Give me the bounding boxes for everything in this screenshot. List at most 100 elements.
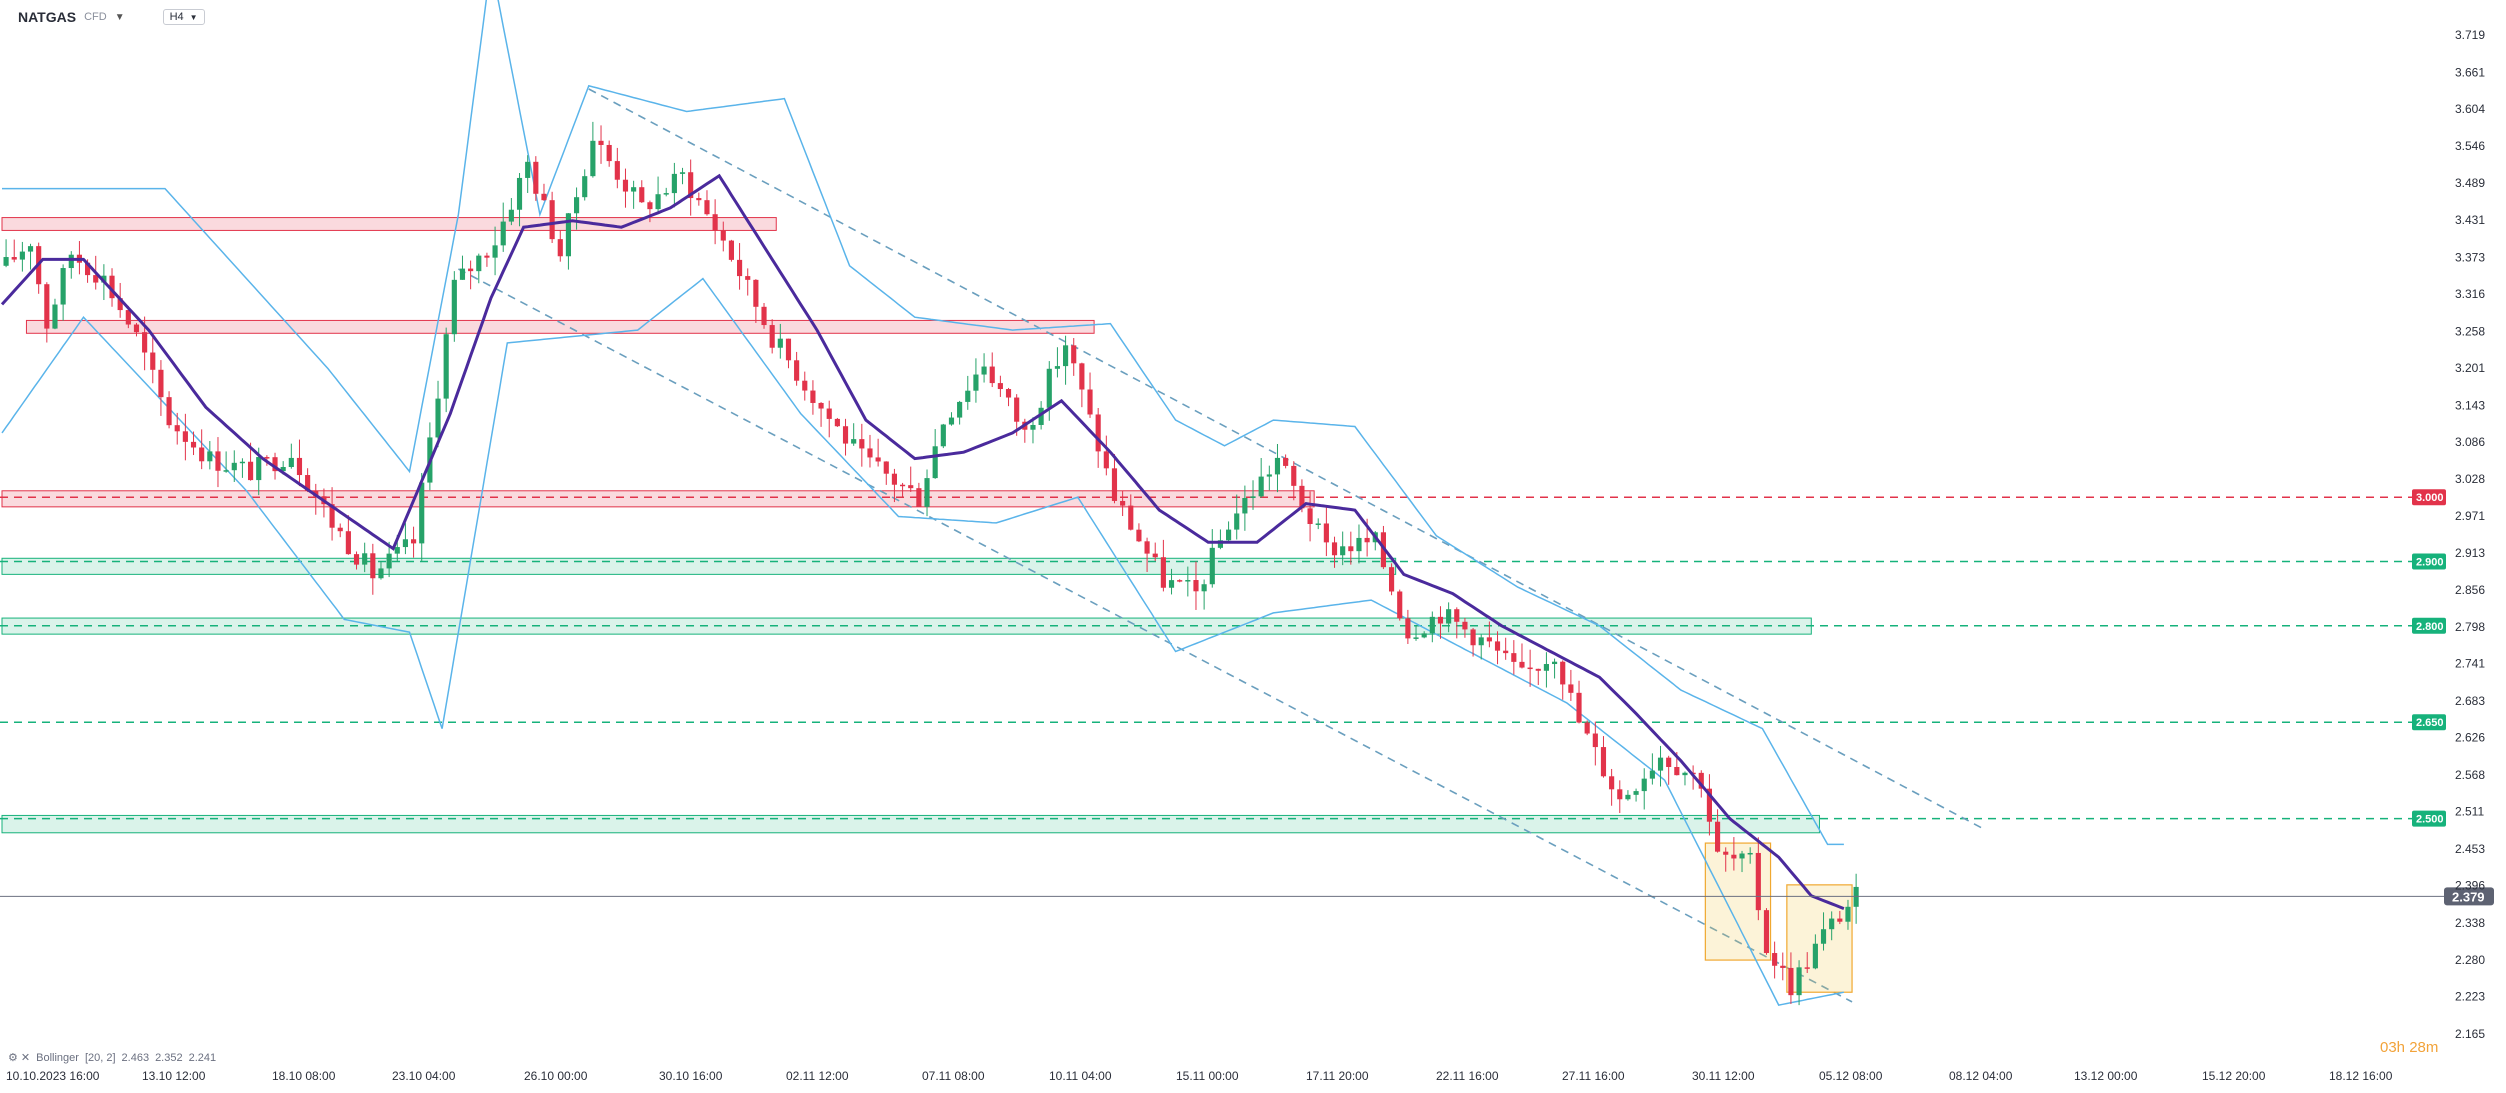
candle-down — [720, 230, 726, 241]
candle-up — [1552, 661, 1558, 665]
candle-up — [851, 439, 857, 444]
candle-down — [1535, 668, 1541, 671]
y-tick-label: 2.396 — [2455, 879, 2485, 893]
zone-support — [1, 557, 1397, 575]
candle-up — [1796, 967, 1802, 996]
x-tick-label: 13.10 12:00 — [142, 1069, 206, 1083]
indicator-lower: 2.241 — [188, 1051, 217, 1064]
current-price-layer: 2.379 — [0, 887, 2494, 906]
candle-down — [1103, 451, 1109, 469]
channel-line — [458, 268, 1853, 1003]
candle-up — [451, 279, 457, 335]
candle-up — [1429, 616, 1435, 634]
candle-down — [1503, 650, 1509, 654]
x-tick-label: 18.10 08:00 — [272, 1069, 336, 1083]
candle-up — [1168, 580, 1175, 588]
candle-down — [753, 279, 759, 307]
candle-down — [1095, 414, 1101, 452]
candle-up — [394, 547, 400, 554]
x-tick-label: 15.11 00:00 — [1176, 1069, 1239, 1083]
y-tick-label: 3.431 — [2455, 213, 2485, 227]
candle-down — [1519, 661, 1525, 668]
level-label: 2.650 — [2416, 717, 2444, 729]
candles-layer — [3, 121, 1859, 1006]
candle-down — [785, 338, 792, 361]
indicator-settings-icon[interactable]: ⚙ ✕ — [8, 1052, 31, 1064]
x-tick-label: 10.11 04:00 — [1049, 1069, 1112, 1083]
x-axis: 10.10.2023 16:00 13.10 12:00 18.10 08:00 23… — [6, 1069, 2393, 1083]
candle-down — [1291, 465, 1297, 486]
candle-down — [125, 310, 131, 325]
candle-down — [1731, 854, 1737, 859]
candle-down — [264, 457, 270, 459]
bollinger-upper — [2, 0, 1844, 846]
candle-down — [1804, 967, 1810, 969]
current-price-badge — [2444, 887, 2494, 906]
candle-down — [1706, 788, 1712, 822]
candle-down — [728, 240, 734, 260]
candle-down — [1698, 772, 1704, 789]
indicator-legend[interactable]: ⚙ ✕ Bollinger [20, 2] 2.463 2.352 2.241 — [8, 1051, 217, 1065]
levels-layer: 3.000 2.900 2.800 2.650 2.500 — [0, 489, 2446, 827]
candle-down — [1666, 757, 1672, 767]
level-label: 2.800 — [2416, 621, 2444, 633]
candle-down — [997, 383, 1003, 390]
level-badge — [2412, 810, 2446, 827]
level-badge — [2412, 714, 2446, 731]
candle-up — [288, 457, 294, 468]
y-tick-label: 2.856 — [2455, 583, 2485, 597]
candle-up — [932, 446, 938, 479]
candle-up — [378, 568, 384, 579]
candle-up — [1649, 770, 1655, 779]
timeframe-select[interactable]: H4 ▼ — [162, 9, 205, 25]
candle-down — [484, 255, 490, 258]
candle-up — [1315, 523, 1321, 525]
candle-down — [1193, 580, 1199, 592]
candle-down — [834, 418, 840, 427]
candle-up — [1340, 546, 1346, 556]
candle-down — [1152, 553, 1158, 558]
candle-down — [329, 504, 335, 528]
candle-down — [1014, 397, 1020, 422]
candle-down — [305, 475, 311, 491]
candle-down — [1772, 953, 1778, 966]
candle-down — [1674, 766, 1680, 776]
candle-up — [256, 457, 262, 481]
candle-down — [1348, 546, 1354, 552]
y-tick-label: 3.086 — [2455, 435, 2485, 449]
candle-up — [1030, 424, 1036, 430]
level-label: 2.500 — [2416, 814, 2444, 826]
candle-down — [842, 426, 849, 444]
candle-up — [443, 334, 449, 399]
candle-up — [508, 209, 514, 222]
candle-down — [1511, 653, 1517, 662]
y-tick-label: 2.568 — [2455, 768, 2485, 782]
candle-down — [44, 284, 50, 329]
symbol-name[interactable]: NATGAS — [18, 9, 77, 25]
candle-up — [1633, 791, 1639, 795]
candle-up — [1046, 368, 1052, 408]
bollinger-layer — [1, 0, 1845, 1006]
candle-down — [696, 198, 702, 201]
x-tick-label: 17.11 20:00 — [1306, 1069, 1369, 1083]
candle-up — [1739, 853, 1745, 859]
candle-down — [810, 390, 816, 403]
symbol-dropdown-icon[interactable]: ▼ — [114, 11, 125, 23]
candle-up — [679, 172, 686, 174]
y-tick-label: 3.028 — [2455, 472, 2485, 486]
candle-down — [1111, 468, 1118, 501]
x-tick-label: 27.11 16:00 — [1562, 1069, 1625, 1083]
candle-down — [1486, 637, 1492, 642]
candle-down — [345, 531, 351, 555]
candle-down — [737, 259, 743, 277]
candle-down — [411, 539, 417, 544]
x-tick-label: 15.12 20:00 — [2202, 1069, 2266, 1083]
zone-resistance — [1, 217, 777, 231]
candle-up — [924, 478, 930, 507]
candle-down — [1592, 733, 1598, 748]
candle-down — [158, 369, 164, 398]
candle-down — [1136, 529, 1142, 542]
candle-up — [981, 366, 987, 375]
candle-up — [1226, 529, 1232, 541]
